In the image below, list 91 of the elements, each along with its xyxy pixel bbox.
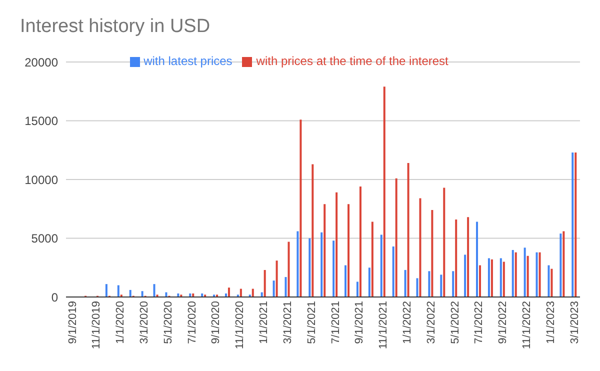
bar: [395, 178, 398, 297]
bar: [407, 163, 410, 297]
x-tick-label: 3/1/2021: [282, 301, 294, 344]
bar: [288, 242, 290, 297]
bar: [428, 271, 430, 297]
bar: [348, 204, 350, 297]
x-tick-label: 11/1/2019: [90, 301, 103, 350]
bar: [452, 271, 454, 297]
bar: [476, 222, 478, 297]
bar: [502, 262, 505, 297]
bar: [312, 164, 314, 297]
y-tick-label: 0: [51, 290, 58, 304]
x-tick-label: 5/1/2021: [306, 301, 318, 344]
bar: [105, 284, 108, 297]
bar: [560, 234, 562, 297]
bar: [467, 217, 470, 297]
bar: [141, 291, 144, 297]
bar: [300, 120, 302, 297]
legend-label: with prices at the time of the interest: [256, 54, 448, 68]
x-tick-label: 11/1/2021: [378, 301, 390, 350]
bar: [383, 86, 386, 297]
bar: [324, 204, 326, 297]
bar: [240, 288, 242, 297]
y-tick-label: 10000: [24, 172, 58, 187]
bar: [336, 192, 338, 297]
x-tick-label: 1/1/2023: [544, 301, 557, 344]
bar: [153, 284, 156, 297]
bar: [332, 240, 335, 297]
bar: [320, 232, 323, 297]
y-tick-label: 20000: [24, 55, 58, 70]
x-tick-label: 11/1/2020: [234, 301, 246, 350]
bar: [538, 252, 541, 297]
x-tick-label: 5/1/2020: [162, 301, 174, 344]
bar: [548, 265, 550, 297]
bar: [443, 188, 446, 297]
legend-label: with latest prices: [144, 54, 232, 68]
bar: [416, 278, 418, 297]
bar: [308, 238, 311, 297]
x-tick-label: 5/1/2022: [449, 301, 462, 344]
bar: [431, 210, 434, 297]
bar: [562, 231, 565, 297]
x-tick-label: 1/1/2022: [401, 301, 414, 344]
bar: [368, 268, 370, 297]
x-tick-label: 7/1/2020: [186, 301, 198, 344]
bar: [572, 152, 574, 297]
x-tick-label: 7/1/2022: [473, 301, 486, 344]
x-tick-label: 9/1/2022: [497, 301, 510, 344]
bar: [464, 254, 466, 297]
bar: [500, 258, 502, 297]
x-tick-label: 9/1/2019: [66, 301, 79, 344]
bar: [550, 268, 553, 297]
x-tick-label: 3/1/2020: [138, 301, 151, 344]
bar: [392, 246, 394, 297]
bar: [479, 265, 482, 297]
bar: [380, 234, 382, 297]
x-tick-label: 3/1/2022: [425, 301, 438, 344]
bar: [490, 259, 493, 297]
bar: [455, 219, 458, 297]
bar: [524, 248, 526, 297]
x-tick-label: 7/1/2021: [330, 301, 342, 344]
bar: [252, 288, 254, 297]
bar: [276, 260, 278, 297]
x-tick-label: 9/1/2021: [354, 301, 366, 344]
x-tick-label: 1/1/2021: [258, 301, 270, 344]
bar: [526, 256, 529, 297]
bar: [512, 250, 514, 297]
bar: [536, 252, 538, 297]
bar: [228, 288, 230, 297]
bar: [440, 274, 442, 297]
bar: [574, 152, 577, 297]
x-tick-label: 9/1/2020: [210, 301, 222, 344]
chart-title: Interest history in USD: [20, 16, 210, 38]
y-tick-label: 5000: [31, 232, 58, 246]
bar: [359, 186, 362, 297]
bar: [371, 222, 374, 297]
bar: [129, 290, 132, 297]
bar: [344, 265, 347, 297]
bar: [404, 270, 406, 297]
x-tick-label: 11/1/2022: [521, 301, 534, 350]
bar: [356, 282, 358, 297]
bar: [117, 285, 120, 297]
bar: [488, 258, 490, 297]
bar: [296, 231, 299, 297]
bar: [419, 198, 422, 297]
x-tick-label: 1/1/2020: [114, 301, 127, 344]
x-tick-label: 3/1/2023: [568, 301, 581, 344]
bar: [284, 277, 287, 297]
bar: [514, 252, 517, 297]
bar: [264, 270, 266, 297]
bar: [272, 280, 275, 297]
y-tick-label: 15000: [24, 114, 58, 128]
